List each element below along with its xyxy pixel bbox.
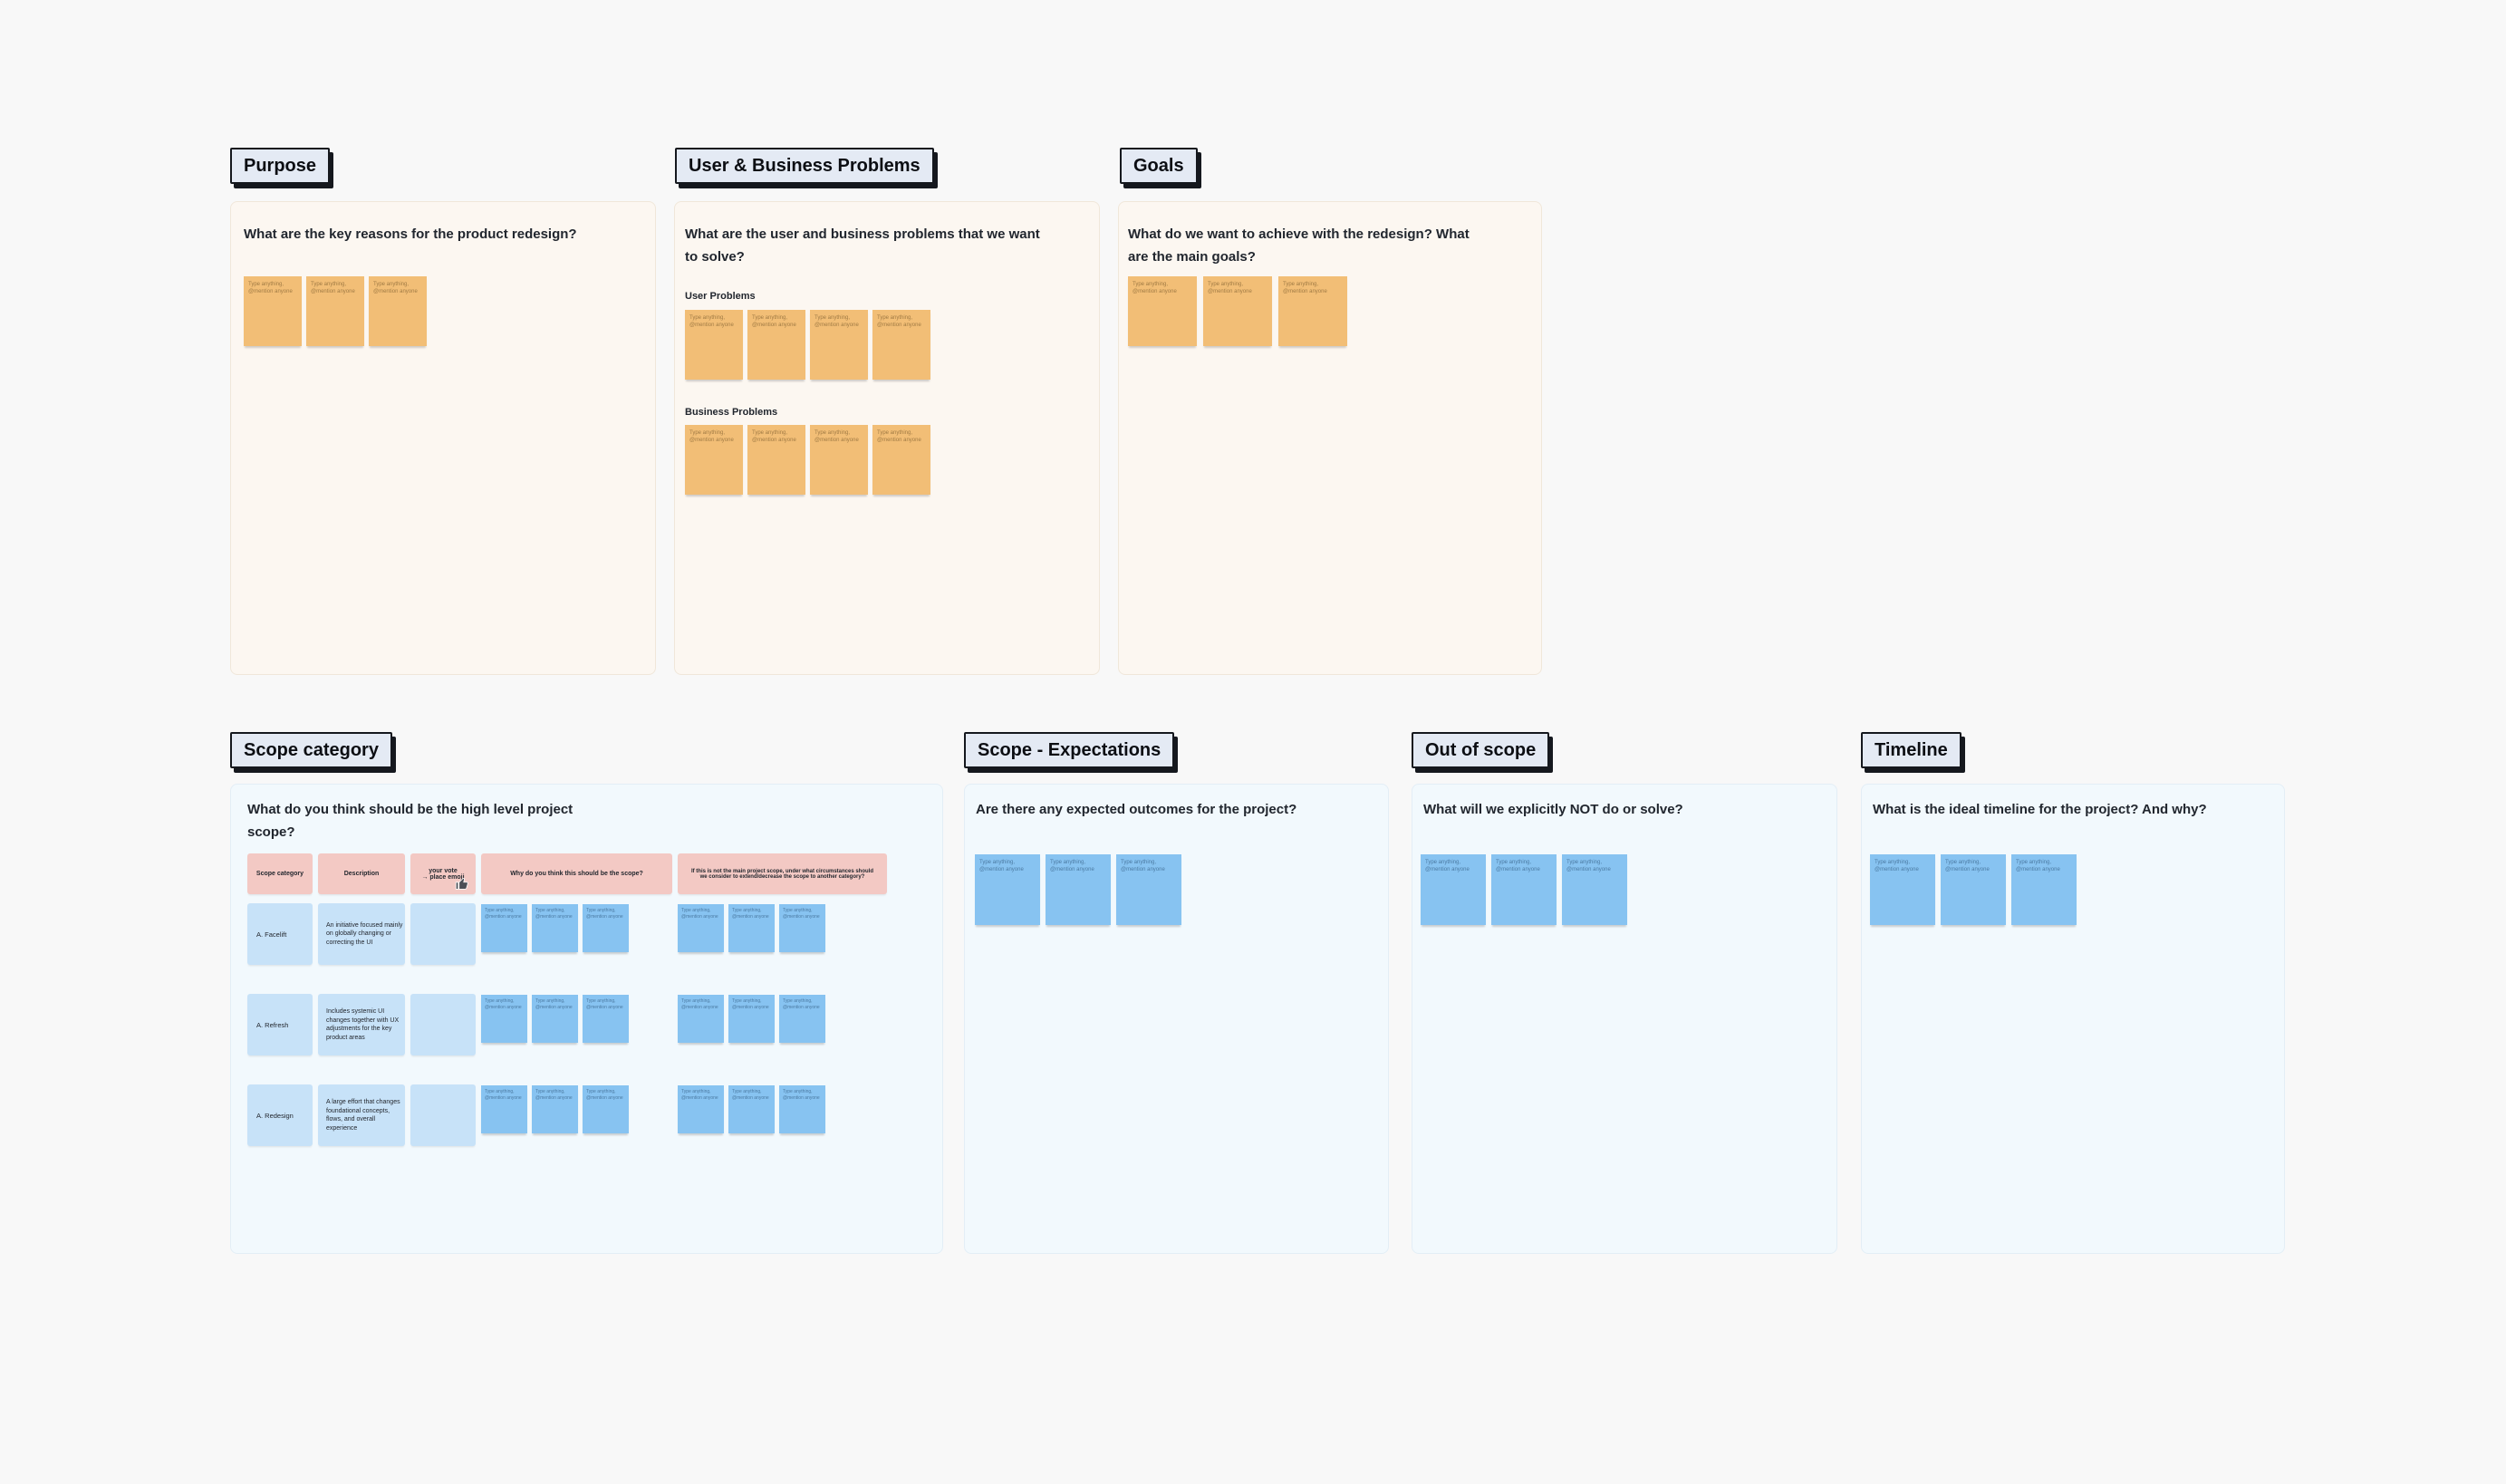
- business-problems-sticky-row: Type anything, @mention anyone Type anyt…: [685, 425, 930, 495]
- sticky-note[interactable]: Type anything, @mention anyone: [244, 276, 302, 346]
- table-row2-extend-stickies: Type anything, @mention anyone Type anyt…: [678, 995, 825, 1043]
- sticky-note[interactable]: Type anything, @mention anyone: [728, 995, 775, 1043]
- scope-expectations-sticky-row: Type anything, @mention anyone Type anyt…: [975, 854, 1181, 925]
- sticky-note[interactable]: Type anything, @mention anyone: [306, 276, 364, 346]
- sticky-note[interactable]: Type anything, @mention anyone: [747, 425, 805, 495]
- sticky-note[interactable]: Type anything, @mention anyone: [678, 1085, 724, 1133]
- section-label-out-of-scope[interactable]: Out of scope: [1412, 732, 1550, 768]
- user-business-problems-panel: What are the user and business problems …: [674, 201, 1100, 675]
- sticky-note[interactable]: Type anything, @mention anyone: [1941, 854, 2006, 925]
- sticky-note[interactable]: Type anything, @mention anyone: [369, 276, 427, 346]
- goals-question: What do we want to achieve with the rede…: [1128, 226, 1470, 265]
- out-of-scope-sticky-row: Type anything, @mention anyone Type anyt…: [1421, 854, 1627, 925]
- thumbs-up-cursor-icon: [454, 875, 470, 891]
- sticky-note[interactable]: Type anything, @mention anyone: [2011, 854, 2077, 925]
- sticky-note[interactable]: Type anything, @mention anyone: [975, 854, 1040, 925]
- table-header-description[interactable]: Description: [318, 853, 405, 894]
- out-of-scope-panel: What will we explicitly NOT do or solve?…: [1412, 784, 1837, 1254]
- table-cell-description[interactable]: An initiative focused mainly on globally…: [318, 903, 405, 965]
- table-cell-description[interactable]: A large effort that changes foundational…: [318, 1084, 405, 1146]
- sticky-note[interactable]: Type anything, @mention anyone: [532, 904, 578, 952]
- business-problems-label: Business Problems: [685, 407, 778, 418]
- table-row3-extend-stickies: Type anything, @mention anyone Type anyt…: [678, 1085, 825, 1133]
- sticky-note[interactable]: Type anything, @mention anyone: [728, 904, 775, 952]
- sticky-note[interactable]: Type anything, @mention anyone: [872, 425, 930, 495]
- section-label-scope-expectations[interactable]: Scope - Expectations: [964, 732, 1175, 768]
- table-cell-category[interactable]: A. Refresh: [247, 994, 313, 1055]
- goals-panel: What do we want to achieve with the rede…: [1118, 201, 1542, 675]
- sticky-note[interactable]: Type anything, @mention anyone: [685, 310, 743, 380]
- user-business-problems-question: What are the user and business problems …: [685, 226, 1040, 265]
- sticky-note[interactable]: Type anything, @mention anyone: [1870, 854, 1935, 925]
- sticky-note[interactable]: Type anything, @mention anyone: [872, 310, 930, 380]
- sticky-note[interactable]: Type anything, @mention anyone: [1203, 276, 1272, 346]
- sticky-note[interactable]: Type anything, @mention anyone: [532, 995, 578, 1043]
- section-label-goals[interactable]: Goals: [1120, 148, 1198, 184]
- sticky-note[interactable]: Type anything, @mention anyone: [747, 310, 805, 380]
- sticky-note[interactable]: Type anything, @mention anyone: [810, 425, 868, 495]
- section-label-timeline[interactable]: Timeline: [1861, 732, 1961, 768]
- table-cell-vote[interactable]: [410, 903, 476, 965]
- scope-category-panel: What do you think should be the high lev…: [230, 784, 943, 1254]
- table-cell-category[interactable]: A. Redesign: [247, 1084, 313, 1146]
- sticky-note[interactable]: Type anything, @mention anyone: [685, 425, 743, 495]
- user-problems-label: User Problems: [685, 291, 756, 302]
- sticky-note[interactable]: Type anything, @mention anyone: [810, 310, 868, 380]
- table-cell-category[interactable]: A. Facelift: [247, 903, 313, 965]
- table-row3-why-stickies: Type anything, @mention anyone Type anyt…: [481, 1085, 629, 1133]
- purpose-panel: What are the key reasons for the product…: [230, 201, 656, 675]
- scope-category-question: What do you think should be the high lev…: [247, 802, 573, 840]
- table-row2-why-stickies: Type anything, @mention anyone Type anyt…: [481, 995, 629, 1043]
- table-header-why-scope[interactable]: Why do you think this should be the scop…: [481, 853, 672, 894]
- sticky-note[interactable]: Type anything, @mention anyone: [779, 1085, 825, 1133]
- sticky-note[interactable]: Type anything, @mention anyone: [532, 1085, 578, 1133]
- sticky-note[interactable]: Type anything, @mention anyone: [678, 995, 724, 1043]
- sticky-note[interactable]: Type anything, @mention anyone: [728, 1085, 775, 1133]
- sticky-note[interactable]: Type anything, @mention anyone: [1562, 854, 1627, 925]
- sticky-note[interactable]: Type anything, @mention anyone: [1116, 854, 1181, 925]
- timeline-sticky-row: Type anything, @mention anyone Type anyt…: [1870, 854, 2077, 925]
- sticky-note[interactable]: Type anything, @mention anyone: [678, 904, 724, 952]
- sticky-note[interactable]: Type anything, @mention anyone: [779, 995, 825, 1043]
- timeline-panel: What is the ideal timeline for the proje…: [1861, 784, 2285, 1254]
- scope-expectations-panel: Are there any expected outcomes for the …: [964, 784, 1389, 1254]
- section-label-user-business-problems[interactable]: User & Business Problems: [675, 148, 934, 184]
- sticky-note[interactable]: Type anything, @mention anyone: [1278, 276, 1347, 346]
- sticky-note[interactable]: Type anything, @mention anyone: [583, 1085, 629, 1133]
- sticky-note[interactable]: Type anything, @mention anyone: [481, 995, 527, 1043]
- timeline-question: What is the ideal timeline for the proje…: [1873, 802, 2207, 817]
- sticky-note[interactable]: Type anything, @mention anyone: [1491, 854, 1557, 925]
- sticky-note[interactable]: Type anything, @mention anyone: [779, 904, 825, 952]
- sticky-note[interactable]: Type anything, @mention anyone: [1421, 854, 1486, 925]
- section-label-purpose[interactable]: Purpose: [230, 148, 331, 184]
- user-problems-sticky-row: Type anything, @mention anyone Type anyt…: [685, 310, 930, 380]
- table-cell-vote[interactable]: [410, 994, 476, 1055]
- table-header-scope-category[interactable]: Scope category: [247, 853, 313, 894]
- table-row1-why-stickies: Type anything, @mention anyone Type anyt…: [481, 904, 629, 952]
- purpose-question: What are the key reasons for the product…: [244, 226, 577, 242]
- table-header-extend-decrease[interactable]: If this is not the main project scope, u…: [678, 853, 887, 894]
- scope-expectations-question: Are there any expected outcomes for the …: [976, 802, 1297, 817]
- sticky-note[interactable]: Type anything, @mention anyone: [481, 1085, 527, 1133]
- out-of-scope-question: What will we explicitly NOT do or solve?: [1423, 802, 1683, 817]
- table-row1-extend-stickies: Type anything, @mention anyone Type anyt…: [678, 904, 825, 952]
- sticky-note[interactable]: Type anything, @mention anyone: [481, 904, 527, 952]
- sticky-note[interactable]: Type anything, @mention anyone: [583, 995, 629, 1043]
- sticky-note[interactable]: Type anything, @mention anyone: [1046, 854, 1111, 925]
- goals-sticky-row: Type anything, @mention anyone Type anyt…: [1128, 276, 1347, 346]
- sticky-note[interactable]: Type anything, @mention anyone: [1128, 276, 1197, 346]
- table-cell-vote[interactable]: [410, 1084, 476, 1146]
- table-cell-description[interactable]: Includes systemic UI changes together wi…: [318, 994, 405, 1055]
- section-label-scope-category[interactable]: Scope category: [230, 732, 392, 768]
- sticky-note[interactable]: Type anything, @mention anyone: [583, 904, 629, 952]
- table-header-your-vote[interactable]: your vote → place emoji: [410, 853, 476, 894]
- purpose-sticky-row: Type anything, @mention anyone Type anyt…: [244, 276, 427, 346]
